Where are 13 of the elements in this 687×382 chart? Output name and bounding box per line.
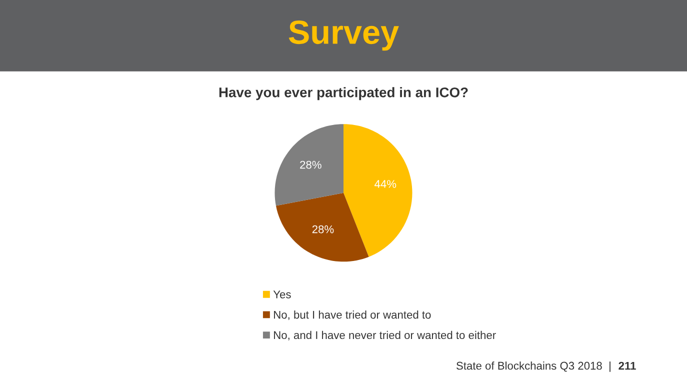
chart-title: Survey bbox=[288, 20, 399, 51]
data-label: 28% bbox=[300, 160, 322, 169]
pie-slice bbox=[344, 124, 412, 257]
pie-slice bbox=[276, 192, 369, 262]
legend-label: No, and I have never tried or wanted to either bbox=[274, 330, 496, 340]
data-label: 28% bbox=[312, 225, 334, 234]
legend-label: Yes bbox=[273, 290, 291, 298]
text: 211 bbox=[618, 362, 636, 370]
chart-subtitle: Have you ever participated in an ICO? bbox=[219, 87, 468, 100]
pie-slice bbox=[274, 124, 344, 206]
data-label: 44% bbox=[374, 180, 396, 188]
text: State of Blockchains Q3 2018 | bbox=[456, 362, 610, 372]
legend-label: No, but I have tried or wanted to bbox=[274, 310, 431, 320]
